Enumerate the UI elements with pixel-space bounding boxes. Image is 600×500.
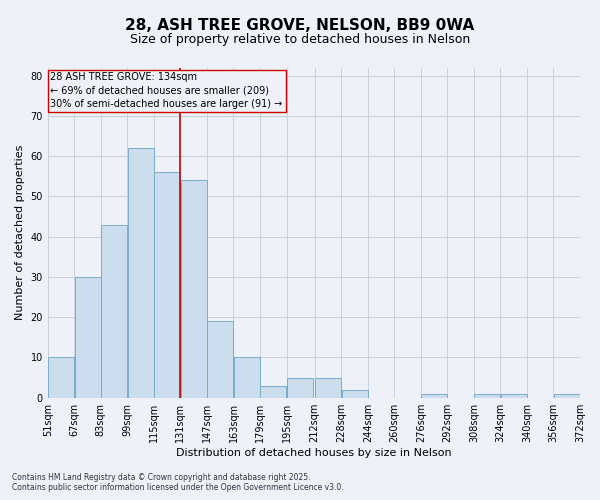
Bar: [287, 378, 313, 398]
Text: 28, ASH TREE GROVE, NELSON, BB9 0WA: 28, ASH TREE GROVE, NELSON, BB9 0WA: [125, 18, 475, 32]
Text: Size of property relative to detached houses in Nelson: Size of property relative to detached ho…: [130, 32, 470, 46]
Bar: [474, 394, 500, 398]
Text: 28 ASH TREE GROVE: 134sqm
← 69% of detached houses are smaller (209)
30% of semi: 28 ASH TREE GROVE: 134sqm ← 69% of detac…: [50, 72, 283, 109]
Bar: [500, 394, 527, 398]
Bar: [260, 386, 286, 398]
Y-axis label: Number of detached properties: Number of detached properties: [15, 145, 25, 320]
Bar: [181, 180, 207, 398]
Bar: [554, 394, 580, 398]
Text: Contains HM Land Registry data © Crown copyright and database right 2025.
Contai: Contains HM Land Registry data © Crown c…: [12, 473, 344, 492]
Bar: [48, 358, 74, 398]
Bar: [234, 358, 260, 398]
Bar: [128, 148, 154, 398]
Bar: [421, 394, 447, 398]
Bar: [207, 321, 233, 398]
Bar: [154, 172, 180, 398]
Bar: [101, 224, 127, 398]
Bar: [315, 378, 341, 398]
Bar: [341, 390, 368, 398]
Bar: [74, 277, 101, 398]
X-axis label: Distribution of detached houses by size in Nelson: Distribution of detached houses by size …: [176, 448, 452, 458]
